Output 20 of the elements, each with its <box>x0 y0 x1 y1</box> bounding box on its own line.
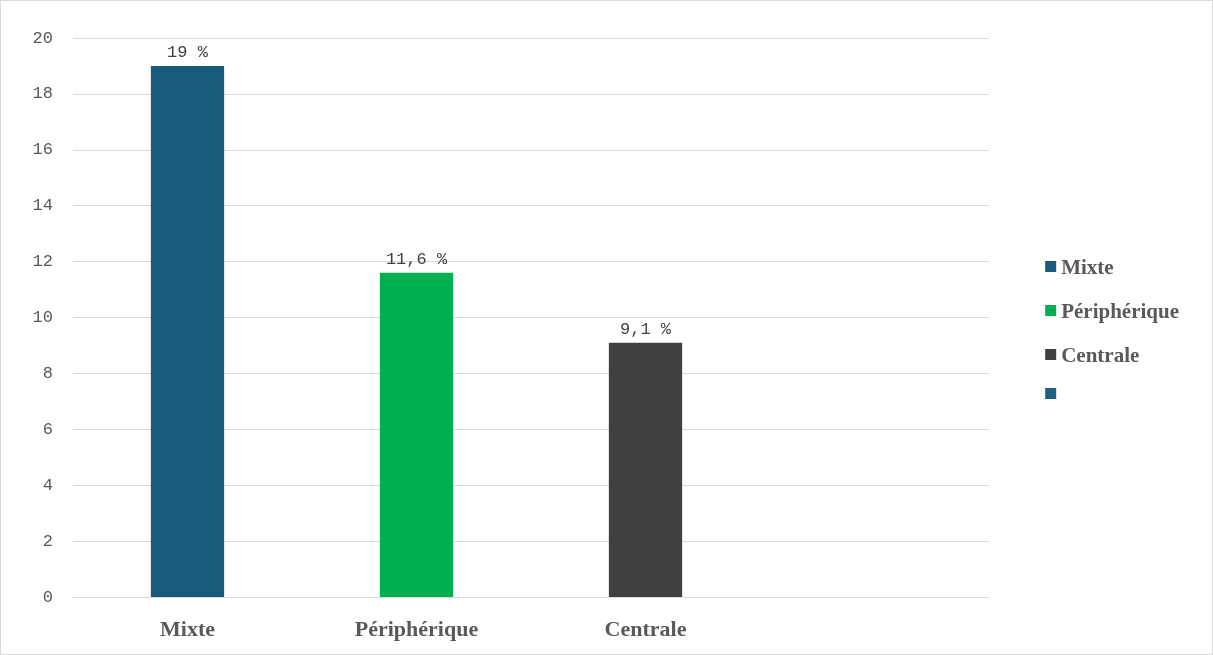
data-label: 19 % <box>167 42 209 62</box>
y-tick-label: 6 <box>42 419 53 439</box>
y-tick-label: 8 <box>42 363 53 383</box>
y-tick-label: 12 <box>32 252 53 272</box>
y-tick-label: 14 <box>32 196 53 216</box>
data-label: 11,6 % <box>385 249 448 269</box>
data-label: 9,1 % <box>619 319 672 339</box>
x-tick-label: Périphérique <box>354 615 479 641</box>
x-tick-label: Mixte <box>160 615 216 641</box>
y-tick-label: 0 <box>42 587 53 607</box>
y-tick-label: 16 <box>32 140 53 160</box>
y-tick-label: 4 <box>42 475 53 495</box>
y-tick-label: 2 <box>42 531 53 551</box>
x-tick-label: Centrale <box>604 615 687 641</box>
legend-label: Mixte <box>1061 254 1114 279</box>
legend-label: Périphérique <box>1061 298 1180 323</box>
y-tick-label: 10 <box>32 308 53 327</box>
y-tick-label: 20 <box>32 28 53 48</box>
legend-label: Centrale <box>1061 342 1140 367</box>
y-tick-label: 18 <box>32 84 53 104</box>
